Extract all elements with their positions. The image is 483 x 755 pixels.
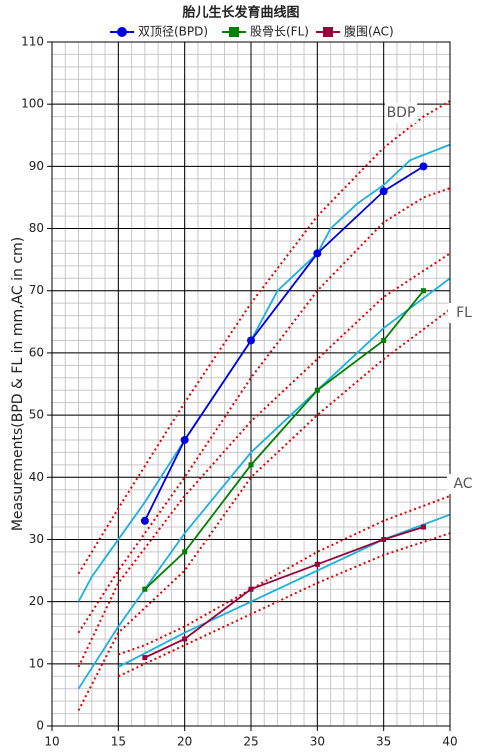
x-tick-label: 35 [376,735,391,749]
reference-line [77,277,451,690]
x-tick-label: 10 [44,735,59,749]
x-tick-label: 15 [111,735,126,749]
legend-marker [117,27,127,37]
legend-label: 双顶径(BPD) [138,25,208,39]
data-line [144,526,424,659]
reference-line [118,494,451,656]
point [142,655,148,661]
point [182,636,188,642]
legend-marker [323,27,333,37]
y-tick-label: 100 [21,97,44,111]
legend-marker [229,27,239,37]
point [381,536,387,542]
x-tick-label: 30 [310,735,325,749]
y-axis-label: Measurements(BPD & FL in mm,AC in cm) [10,237,26,531]
point [314,561,320,567]
point [180,435,189,444]
y-tick-label: 40 [29,470,44,484]
reference-line [77,143,451,603]
reference-line [117,513,451,668]
point [420,524,426,530]
y-tick-label: 90 [29,159,44,173]
plot-border [51,41,451,727]
annotation-box [447,474,479,494]
y-tick-label: 50 [29,408,44,422]
annotation: FL [456,305,472,321]
point [247,336,255,345]
point [248,586,254,592]
point [420,288,426,294]
legend-label: 股骨长(FL) [250,25,309,39]
data-line [144,165,424,522]
y-tick-label: 10 [29,656,44,670]
y-tick-label: 70 [29,283,44,297]
chart-title: 胎儿生长发育曲线图 [182,5,299,21]
annotation-box [448,303,480,323]
y-tick-label: 110 [21,35,44,49]
point [313,249,322,258]
x-tick-label: 40 [442,735,457,749]
point [248,462,254,468]
x-tick-label: 25 [243,735,258,749]
point [379,187,388,196]
data-line [144,290,425,590]
annotation: BDP [387,105,416,121]
reference-line [77,100,451,575]
annotation-box [385,103,417,123]
x-tick-label: 20 [177,735,192,749]
annotation: AC [453,476,472,492]
point [381,337,387,343]
legend-label: 腹围(AC) [344,25,394,39]
y-tick-label: 30 [29,532,44,546]
y-tick-label: 0 [36,719,44,733]
point [419,162,428,171]
point [140,516,149,525]
y-tick-label: 80 [29,221,44,235]
y-tick-label: 60 [29,345,44,359]
y-tick-label: 20 [29,594,44,608]
reference-line [77,187,451,634]
point [182,549,188,555]
point [142,586,148,592]
point [314,387,320,393]
reference-line [77,308,451,711]
reference-line [117,532,451,678]
